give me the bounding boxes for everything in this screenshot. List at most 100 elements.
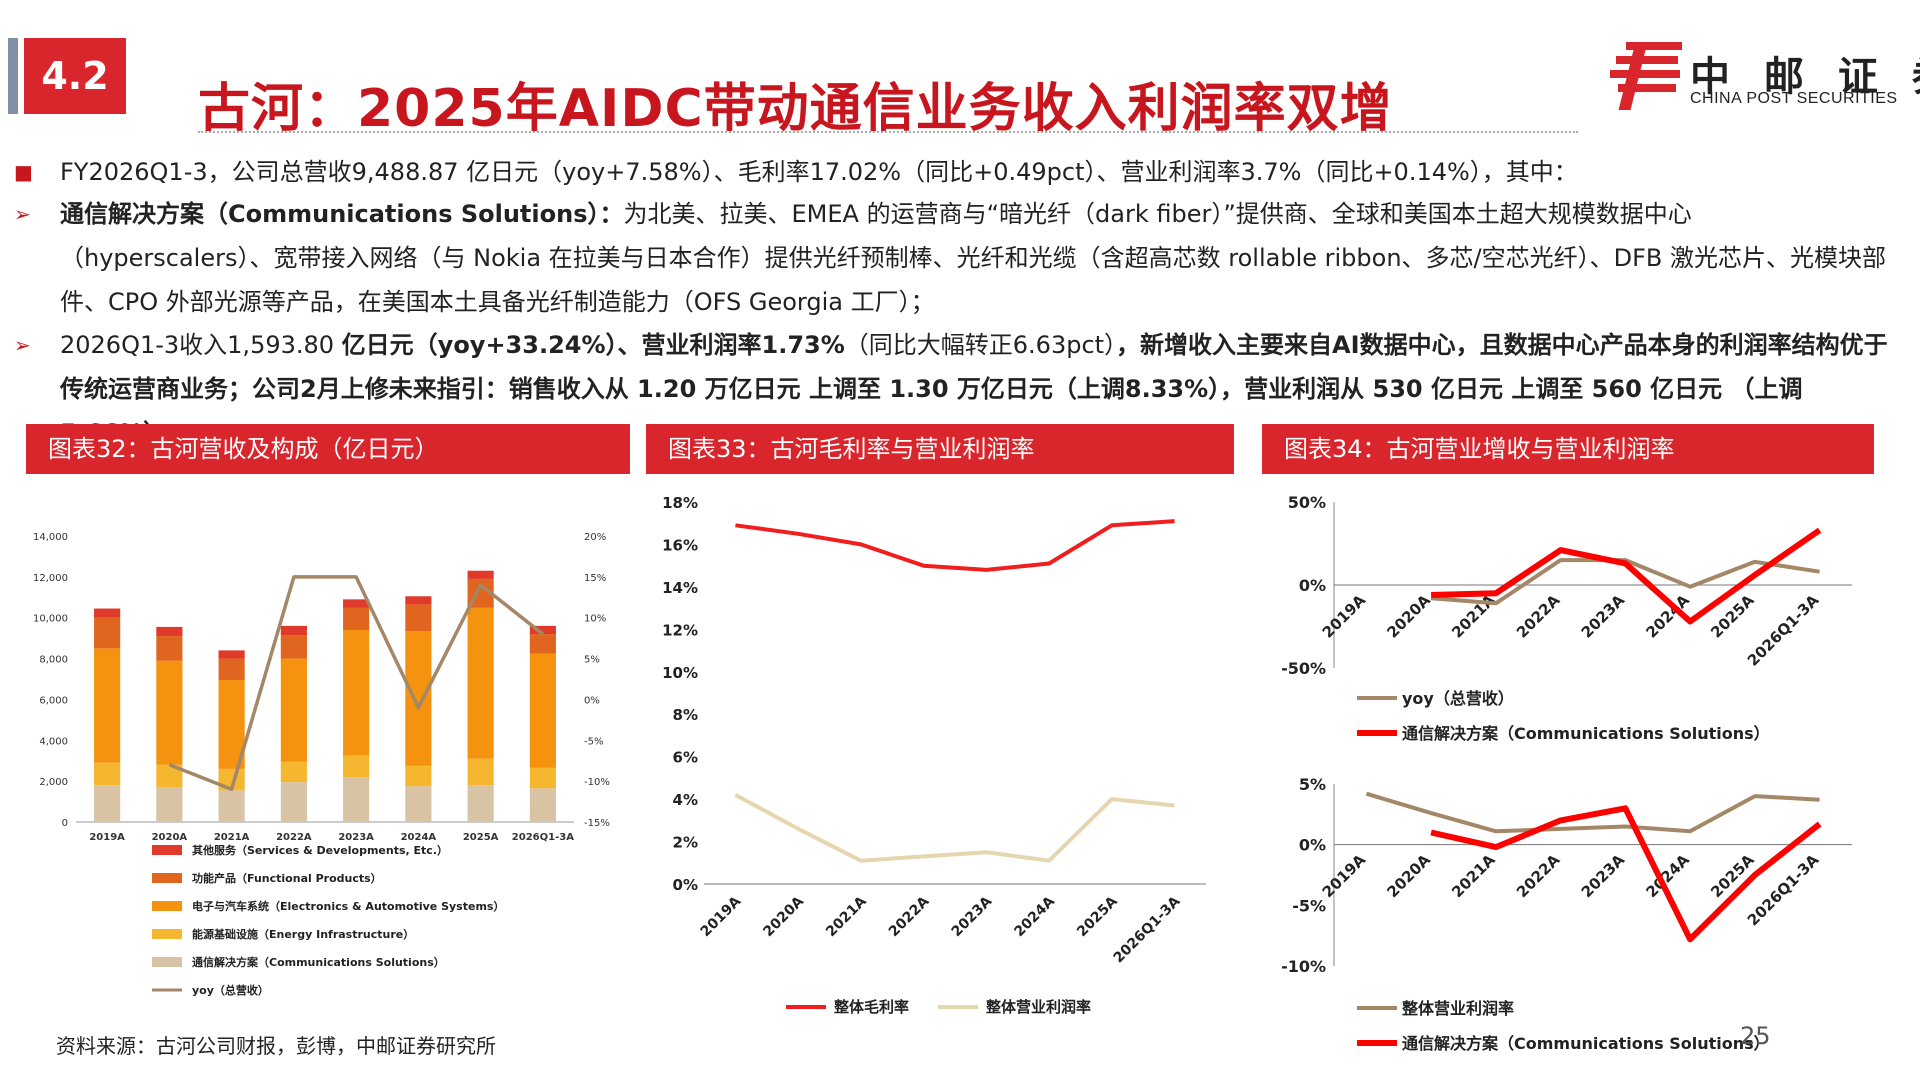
bar-segment [405, 596, 431, 604]
y-tick-label: 12,000 [33, 573, 68, 584]
legend-label: 整体营业利润率 [1401, 999, 1514, 1018]
bar-segment [405, 604, 431, 631]
bullet-arrow-marker: ➢ [14, 192, 31, 236]
bullet-text: （同比大幅转正6.63pct） [845, 331, 1116, 359]
x-tick-label: 2022A [886, 893, 933, 940]
x-tick-label: 2025A [1707, 591, 1758, 642]
chart-fig34-op-margin: -10%-5%0%5%2019A 2020A 2021A 2022A 2023A 2024… [1262, 758, 1874, 1058]
y-tick-label: 6% [673, 749, 698, 767]
legend-label: 通信解决方案（Communications Solutions） [1402, 724, 1770, 743]
y-tick-label: 4% [673, 791, 698, 809]
x-tick-label: 2021A [1448, 850, 1499, 901]
bullet-arrow-marker: ➢ [14, 323, 31, 367]
y2-tick-label: -15% [584, 818, 610, 829]
bar-segment [219, 650, 245, 658]
y-tick-label: -10% [1281, 957, 1326, 976]
section-accent-bar [8, 38, 18, 114]
bar-segment [405, 786, 431, 822]
x-tick-label: 2023A [1578, 591, 1629, 642]
bar-segment [94, 763, 120, 785]
series-line [735, 521, 1174, 570]
x-tick-label: 2019A [1319, 850, 1370, 901]
y2-tick-label: 0% [584, 695, 600, 706]
chart-fig32-revenue-stack: 02,0004,0006,0008,00010,00012,00014,000-… [26, 480, 630, 1022]
bullet-text: 2026Q1-3收入1,593.80 [60, 331, 342, 359]
source-note: 资料来源：古河公司财报，彭博，中邮证券研究所 [56, 1030, 496, 1059]
series-line [735, 795, 1174, 861]
y-tick-label: 16% [662, 536, 698, 554]
y2-tick-label: 20% [584, 532, 606, 543]
panel-title-fig34: 图表34：古河营业增收与营业利润率 [1262, 424, 1874, 474]
y-tick-label: 0 [62, 818, 68, 829]
bar-segment [156, 636, 182, 661]
x-tick-label: 2022A [276, 832, 312, 843]
y-tick-label: 6,000 [39, 695, 68, 706]
y-tick-label: 50% [1288, 493, 1326, 512]
legend-label: 其他服务（Services & Developments, Etc.） [192, 843, 448, 857]
bar-segment [219, 659, 245, 680]
bullet-communications: ➢ 通信解决方案（Communications Solutions）：为北美、拉… [14, 192, 1904, 324]
bullet-bold-lead: 通信解决方案（Communications Solutions）： [60, 200, 624, 228]
china-post-logo-icon [1608, 40, 1686, 112]
bar-segment [343, 777, 369, 822]
y-tick-label: 18% [662, 494, 698, 512]
y-tick-label: 2,000 [39, 777, 68, 788]
bar-segment [405, 631, 431, 766]
y-tick-label: 2% [673, 834, 698, 852]
bar-segment [281, 659, 307, 762]
bullet-bold-text: 亿日元（yoy+33.24%）、营业利润率1.73% [342, 331, 845, 359]
x-tick-label: 2023A [338, 832, 374, 843]
bar-segment [530, 653, 556, 767]
legend-label: 电子与汽车系统（Electronics & Automotive Systems… [192, 899, 504, 913]
x-tick-label: 2026Q1-3A [1111, 893, 1184, 966]
y-tick-label: 0% [1299, 576, 1326, 595]
legend-label: 能源基础设施（Energy Infrastructure） [192, 927, 414, 941]
bar-segment [530, 634, 556, 653]
x-tick-label: 2019A [89, 832, 125, 843]
x-tick-label: 2025A [463, 832, 499, 843]
page-number: 25 [1740, 1022, 1771, 1050]
brand-name-en: CHINA POST SECURITIES [1690, 90, 1898, 108]
y2-tick-label: -5% [584, 736, 603, 747]
chart-fig33-margins: 0% 2% 4% 6% 8% 10% 12% 14% 16% 18% 2019A 2020A 2021A… [646, 480, 1234, 1030]
x-tick-label: 2020A [152, 832, 188, 843]
y2-tick-label: 15% [584, 573, 606, 584]
section-number: 4.2 [24, 38, 126, 114]
y-tick-label: 5% [1299, 775, 1326, 794]
legend-label: 整体毛利率 [834, 998, 909, 1016]
bar-segment [343, 599, 369, 607]
bar-segment [530, 788, 556, 822]
bar-segment [281, 782, 307, 822]
y-tick-label: -50% [1281, 659, 1326, 678]
y-tick-label: 10% [662, 664, 698, 682]
legend-label: yoy（总营收） [1402, 689, 1514, 708]
bar-segment [281, 762, 307, 782]
x-tick-label: 2023A [1578, 850, 1629, 901]
legend-label: 功能产品（Functional Products） [192, 871, 382, 885]
y2-tick-label: 10% [584, 614, 606, 625]
y2-tick-label: 5% [584, 655, 600, 666]
x-tick-label: 2020A [1383, 850, 1434, 901]
x-tick-label: 2023A [949, 893, 996, 940]
legend-swatch [152, 929, 182, 939]
x-tick-label: 2025A [1074, 893, 1121, 940]
bar-segment [405, 766, 431, 786]
bar-segment [94, 785, 120, 822]
legend-label: yoy（总营收） [192, 983, 269, 997]
bar-segment [94, 648, 120, 762]
panel-title-fig32: 图表32：古河营收及构成（亿日元） [26, 424, 630, 474]
y-tick-label: -5% [1292, 896, 1326, 915]
bar-segment [343, 608, 369, 630]
bar-segment [530, 768, 556, 788]
legend-swatch [152, 873, 182, 883]
bar-segment [156, 661, 182, 765]
x-tick-label: 2024A [1011, 893, 1058, 940]
legend-swatch [152, 957, 182, 967]
bar-segment [94, 609, 120, 618]
y-tick-label: 14% [662, 579, 698, 597]
y-tick-label: 12% [662, 621, 698, 639]
x-tick-label: 2026Q1-3A [512, 832, 574, 843]
bar-segment [156, 627, 182, 636]
bar-segment [219, 790, 245, 822]
x-tick-label: 2021A [823, 893, 870, 940]
